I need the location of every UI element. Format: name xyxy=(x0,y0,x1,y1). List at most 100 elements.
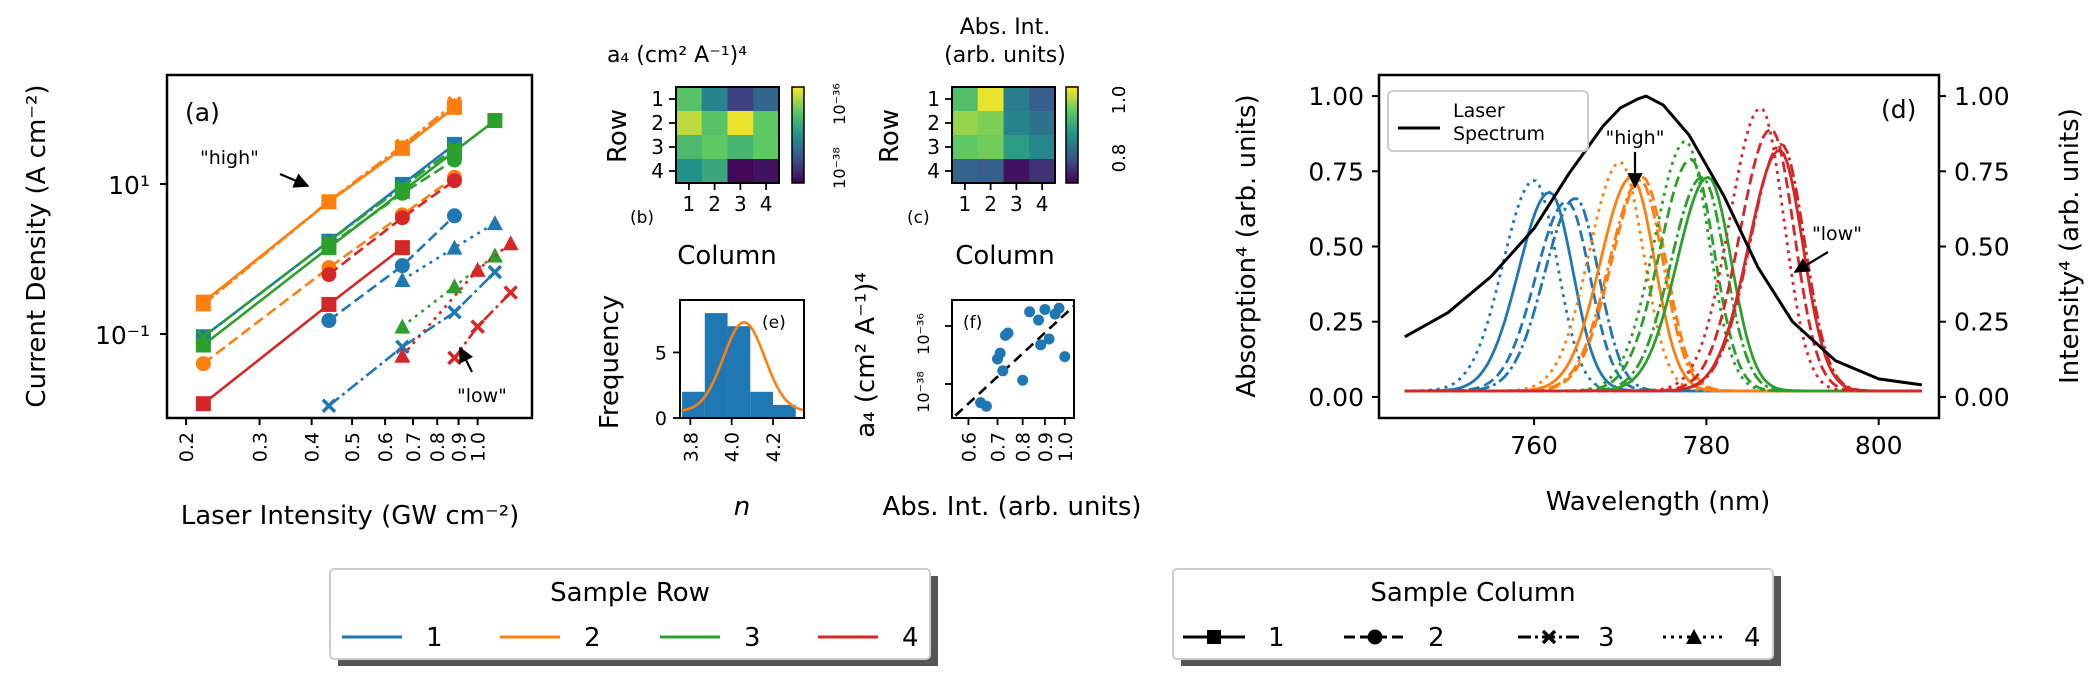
panel-f-xtick-4: 0.9 xyxy=(1035,432,1057,462)
panel-d-absorption-r4c3 xyxy=(1404,142,1922,393)
panel-c-cell-r4c4 xyxy=(1029,159,1056,184)
panel-f-point-9 xyxy=(1024,306,1036,318)
panel-c-title-line1: Abs. Int. xyxy=(960,15,1051,40)
panel-c-cell-r3c1 xyxy=(952,135,979,160)
panel-a-series-r2c4-line xyxy=(202,104,456,306)
panel-f-ytick-2: 10⁻³⁸ xyxy=(914,371,933,413)
legend-col-title: Sample Column xyxy=(1370,578,1575,608)
panel-a-ytick-2: 10⁻¹ xyxy=(95,321,150,350)
panel-a-series-r1c3-line xyxy=(328,271,496,407)
panel-a-series-r2c2-line xyxy=(202,176,456,365)
panel-f-y-label: a₄ (cm² A⁻¹)⁴ xyxy=(851,272,881,438)
panel-c-cell-r2c2 xyxy=(977,111,1004,136)
panel-c-cell-r1c3 xyxy=(1003,87,1030,112)
panel-a-point-r2c4-1 xyxy=(195,296,212,312)
panel-a-point-r1c4-3 xyxy=(486,215,503,231)
panel-c-cell-r2c3 xyxy=(1003,111,1030,136)
panel-b-cell-r3c1 xyxy=(676,135,703,160)
panel-a-y-label: Current Density (A cm⁻²) xyxy=(22,84,52,407)
panel-e-bar-3 xyxy=(727,326,751,418)
panel-d-ytick-right-4: 0.75 xyxy=(1954,157,2010,186)
panel-e-xtick-1: 3.8 xyxy=(680,432,702,462)
panel-a-point-r4c3-2 xyxy=(470,319,485,334)
panel-a-chart: 0.2 0.3 0.4 0.5 0.6 0.7 0.8 0.91.0 10¹ 10⁻¹ (a)… xyxy=(22,73,534,531)
panel-f-ticks: 0.6 0.7 0.8 0.91.0 xyxy=(945,325,1077,462)
panel-e-ytick-1: 0 xyxy=(655,408,667,430)
panel-d-ytick-left-4: 0.75 xyxy=(1308,157,1364,186)
panel-c-colorbar xyxy=(1065,86,1079,184)
panel-f-point-2 xyxy=(980,400,992,412)
panel-d-legend-line2: Spectrum xyxy=(1453,123,1545,145)
panel-d-legend: Laser Spectrum xyxy=(1387,90,1589,152)
panel-d-chart: 760 780 800 0.00 0.00 0.25 0.25 0.50 0.50 0.75 0.7… xyxy=(1232,73,2085,517)
panel-b-cell-r2c2 xyxy=(701,111,728,136)
panel-e-ticks: 3.8 4.0 4.2 0 5 xyxy=(655,342,785,462)
panel-c-ytick-3: 3 xyxy=(927,135,940,159)
panel-d-ytick-left-5: 1.00 xyxy=(1308,82,1364,111)
panel-d-legend-box xyxy=(1387,90,1589,152)
panel-c-cell-r3c2 xyxy=(977,135,1004,160)
panel-a-point-r3c3-1 xyxy=(196,329,211,344)
panel-a-xtick-4: 0.5 xyxy=(342,432,364,462)
panel-e-fit-curve xyxy=(679,320,805,412)
legend-row-box xyxy=(329,568,931,660)
panel-d-arrow-low xyxy=(1793,251,1829,273)
panel-a-point-r2c4-4 xyxy=(446,97,463,113)
panel-b-cell-r4c1 xyxy=(676,159,703,184)
legend-row-label-3: 3 xyxy=(744,623,761,653)
panel-c-xtick-4: 4 xyxy=(1036,192,1049,216)
panel-f-point-16 xyxy=(1059,351,1071,363)
panel-c-title-line2: (arb. units) xyxy=(944,43,1066,68)
panel-d-marks xyxy=(1404,94,1923,393)
panel-c-cell-r2c1 xyxy=(952,111,979,136)
panel-a-point-r2c4-3 xyxy=(394,138,411,154)
panel-a-point-r1c4-2 xyxy=(446,239,463,255)
legend-col-label-4: 4 xyxy=(1744,623,1761,653)
panel-a-annotation-low: "low" xyxy=(457,385,507,407)
panel-c-cell-r4c2 xyxy=(977,159,1004,184)
panel-a-point-r1c3-1 xyxy=(321,398,337,413)
panel-a-xtick-6: 0.7 xyxy=(403,432,425,462)
panel-a-point-r4c2-2 xyxy=(394,210,410,226)
legend-col-marker-4 xyxy=(1686,629,1702,644)
panel-f-point-8 xyxy=(1017,374,1029,386)
panel-a-point-r2c4-2 xyxy=(320,193,337,209)
panel-a-series-r3c3-line xyxy=(202,147,456,338)
panel-f-xtick-3: 0.8 xyxy=(1013,432,1035,462)
panel-a-point-r1c4-1 xyxy=(394,271,411,287)
panel-b-ytick-1: 1 xyxy=(651,87,664,111)
panel-b-cell-r2c3 xyxy=(727,111,754,136)
panel-b-cell-r1c2 xyxy=(701,87,728,112)
panel-a-point-r1c2-2 xyxy=(394,258,410,274)
panel-a-point-r4c1-1 xyxy=(195,396,211,412)
panel-f-point-10 xyxy=(1033,314,1045,326)
panel-e-label: (e) xyxy=(762,313,786,333)
panel-a-point-r3c2-3 xyxy=(446,152,462,168)
panel-f-point-13 xyxy=(1043,333,1055,345)
panel-a-point-r2c2-1 xyxy=(195,356,211,372)
panel-c-cell-r2c4 xyxy=(1029,111,1056,136)
panel-e-bar-2 xyxy=(704,313,728,418)
panel-d-absorption-r3c4 xyxy=(1404,140,1922,393)
panel-e-xtick-2: 4.0 xyxy=(722,432,744,462)
panel-a-arrow-low xyxy=(459,346,474,373)
panel-a-point-r4c4-3 xyxy=(502,235,519,251)
panel-a-point-r3c3-4 xyxy=(447,141,462,156)
panel-e-xtick-3: 4.2 xyxy=(763,432,785,462)
panel-a-point-r1c3-3 xyxy=(447,305,462,320)
panel-e-bar-4 xyxy=(750,391,773,418)
panel-b-ytick-2: 2 xyxy=(651,111,664,135)
legend-row-label-4: 4 xyxy=(902,623,919,653)
panel-d-xtick-3: 800 xyxy=(1855,431,1903,460)
panel-b-colorbar xyxy=(791,86,805,184)
panel-d-legend-line1: Laser xyxy=(1453,100,1505,122)
panel-c-cell-r3c3 xyxy=(1003,135,1030,160)
panel-a-point-r4c1-2 xyxy=(321,296,337,312)
legend-col-marker-3 xyxy=(1541,629,1557,645)
panel-a-xtick-2: 0.3 xyxy=(250,432,272,462)
panel-d-ytick-left-3: 0.50 xyxy=(1308,233,1364,262)
panel-b-cell-r4c2 xyxy=(701,159,728,184)
panel-f-xtick-5: 1.0 xyxy=(1055,432,1077,462)
panel-b-cell-r3c2 xyxy=(701,135,728,160)
